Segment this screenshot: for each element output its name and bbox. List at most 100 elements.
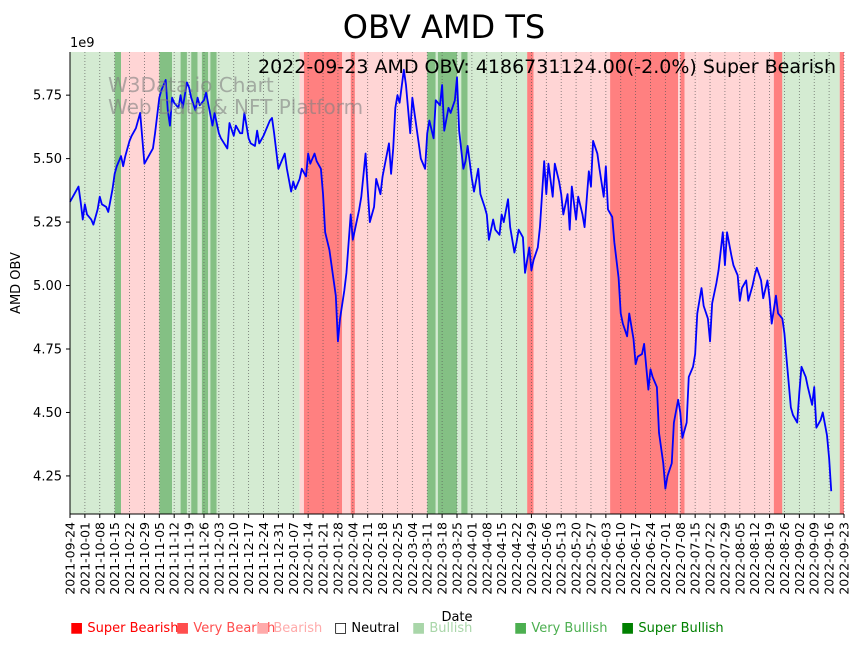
x-tick-label: 2022-08-19: [762, 522, 777, 595]
x-tick-label: 2021-10-08: [92, 522, 107, 595]
x-tick-label: 2022-02-25: [390, 522, 405, 595]
region-bearish: [342, 52, 351, 514]
x-tick-label: 2022-09-02: [792, 522, 807, 595]
region-bullish: [467, 52, 528, 514]
y-tick-label: 4.25: [33, 469, 62, 484]
x-tick-label: 2022-09-23: [837, 522, 852, 595]
x-tick-label: 2022-02-04: [345, 522, 360, 595]
x-tick-label: 2021-12-24: [256, 522, 271, 595]
y-tick-label: 5.75: [33, 89, 62, 104]
y-tick-label: 4.75: [33, 343, 62, 358]
x-tick-label: 2021-10-22: [122, 522, 137, 595]
region-bullish: [457, 52, 462, 514]
region-bearish: [354, 52, 428, 514]
y-tick-label: 5.50: [33, 152, 62, 167]
x-tick-label: 2022-03-25: [450, 522, 465, 595]
x-tick-label: 2021-12-10: [226, 522, 241, 595]
legend-item-very-bearish: ■ Very Bearish: [176, 620, 275, 636]
legend-marker: ■: [514, 620, 528, 636]
region-very-bullish: [210, 52, 217, 514]
legend-item-very-bullish: ■ Very Bullish: [514, 620, 607, 636]
region-bullish: [197, 52, 202, 514]
latest-value-annotation: 2022-09-23 AMD OBV: 4186731124.00(-2.0%)…: [258, 56, 836, 78]
x-tick-label: 2022-08-12: [747, 522, 762, 595]
x-tick-label: 2022-05-06: [539, 522, 554, 595]
region-very-bullish: [180, 52, 187, 514]
x-tick-label: 2021-11-26: [196, 522, 211, 595]
x-tick-label: 2021-11-05: [152, 522, 167, 595]
x-tick-label: 2021-10-29: [137, 522, 152, 595]
x-tick-label: 2022-07-15: [688, 522, 703, 595]
x-tick-label: 2022-07-22: [703, 522, 718, 595]
y-offset-label: 1e9: [70, 36, 95, 51]
x-axis-label: Date: [441, 610, 472, 625]
x-tick-label: 2022-05-13: [554, 522, 569, 595]
legend-label: Neutral: [351, 621, 400, 636]
x-tick-label: 2022-06-03: [598, 522, 613, 595]
region-very-bullish: [427, 52, 436, 514]
y-axis-label: AMD OBV: [9, 252, 24, 314]
x-tick-label: 2021-12-17: [241, 522, 256, 595]
legend-item-super-bearish: ■ Super Bearish: [70, 620, 178, 636]
legend: ■ Super Bearish ■ Very Bearish ■ Bearish…: [0, 620, 861, 638]
region-bearish: [533, 52, 611, 514]
region-bullish: [70, 52, 115, 514]
legend-marker: ■: [621, 620, 635, 636]
x-tick-label: 2022-04-22: [509, 522, 524, 595]
region-very-bullish: [114, 52, 122, 514]
series-line: [69, 68, 833, 492]
region-very-bearish: [839, 52, 844, 514]
region-very-bearish: [610, 52, 679, 514]
x-tick-label: 2022-09-09: [807, 522, 822, 595]
x-tick-label: 2022-01-21: [316, 522, 331, 595]
legend-marker: ■: [176, 620, 190, 636]
legend-label: Super Bullish: [638, 621, 724, 636]
region-bullish: [782, 52, 840, 514]
x-tick-label: 2021-11-19: [182, 522, 197, 595]
x-tick-label: 2022-01-14: [301, 522, 316, 595]
region-bullish: [435, 52, 438, 514]
legend-marker: ■: [70, 620, 84, 636]
x-tick-label: 2022-03-18: [435, 522, 450, 595]
x-tick-label: 2022-04-08: [479, 522, 494, 595]
x-tick-label: 2022-04-01: [464, 522, 479, 595]
region-bearish: [121, 52, 160, 514]
legend-item-bullish: ■ Bullish: [412, 620, 472, 636]
region-bullish: [172, 52, 181, 514]
legend-marker: ■: [412, 620, 426, 636]
legend-marker: ■: [256, 620, 270, 636]
region-very-bearish: [680, 52, 685, 514]
vertical-gridlines: [69, 52, 845, 514]
x-tick-label: 2022-07-01: [658, 522, 673, 595]
obv-series: [69, 68, 833, 492]
region-bearish: [299, 52, 304, 514]
legend-item-super-bullish: ■ Super Bullish: [621, 620, 724, 636]
x-tick-label: 2022-09-16: [822, 522, 837, 595]
y-tick-label: 5.25: [33, 216, 62, 231]
region-bearish: [678, 52, 681, 514]
legend-label: Super Bearish: [87, 621, 179, 636]
x-tick-label: 2022-04-29: [524, 522, 539, 595]
legend-label: Very Bearish: [193, 621, 276, 636]
watermark-line-2: Web Data & NFT Platform: [108, 95, 363, 119]
x-tick-label: 2021-12-03: [211, 522, 226, 595]
x-tick-label: 2022-03-04: [405, 522, 420, 595]
y-axis-ticks: 4.25 4.50 4.75 5.00 5.25 5.50 5.75: [33, 89, 70, 484]
x-tick-label: 2022-08-05: [732, 522, 747, 595]
x-tick-label: 2022-07-29: [717, 522, 732, 595]
region-bullish: [208, 52, 211, 514]
region-very-bearish: [773, 52, 783, 514]
x-tick-label: 2022-01-28: [330, 522, 345, 595]
x-tick-label: 2022-01-07: [286, 522, 301, 595]
region-bearish: [697, 52, 774, 514]
legend-marker: □: [334, 620, 348, 636]
x-tick-label: 2022-02-11: [360, 522, 375, 595]
x-tick-label: 2022-07-08: [673, 522, 688, 595]
x-tick-label: 2022-03-11: [420, 522, 435, 595]
watermark-line-1: W3Data.io Chart: [108, 73, 274, 97]
x-tick-label: 2022-04-15: [494, 522, 509, 595]
region-very-bullish: [461, 52, 468, 514]
x-tick-label: 2021-10-01: [77, 522, 92, 595]
y-tick-label: 5.00: [33, 279, 62, 294]
legend-label: Bearish: [273, 621, 323, 636]
